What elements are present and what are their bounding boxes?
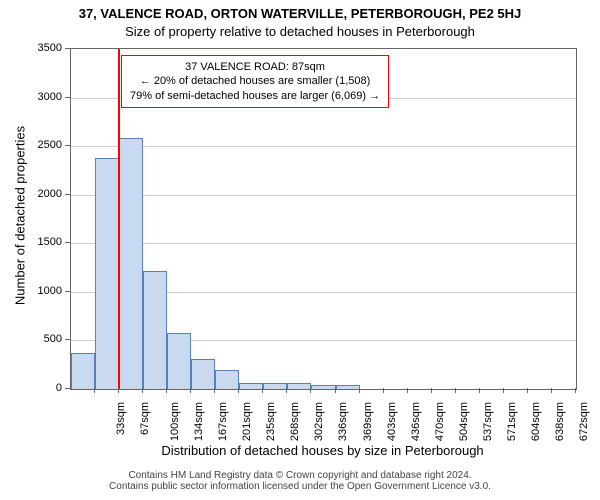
legend-line: ← 20% of detached houses are smaller (1,… — [130, 74, 380, 88]
histogram-bar — [143, 271, 167, 390]
grid-line — [71, 243, 576, 244]
xtick-mark — [359, 388, 360, 393]
ytick-mark — [65, 339, 70, 340]
x-axis-label: Distribution of detached houses by size … — [70, 443, 575, 458]
histogram-bar — [167, 333, 191, 389]
xtick-label: 504sqm — [458, 402, 470, 441]
xtick-mark — [262, 388, 263, 393]
ytick-mark — [65, 97, 70, 98]
ytick-mark — [65, 194, 70, 195]
xtick-mark — [94, 388, 95, 393]
xtick-mark — [214, 388, 215, 393]
ytick-mark — [65, 48, 70, 49]
xtick-mark — [479, 388, 480, 393]
xtick-label: 201sqm — [241, 402, 253, 441]
xtick-label: 604sqm — [530, 402, 542, 441]
xtick-mark — [503, 388, 504, 393]
xtick-label: 33sqm — [115, 402, 127, 435]
grid-line — [71, 146, 576, 147]
xtick-mark — [455, 388, 456, 393]
xtick-mark — [431, 388, 432, 393]
ytick-label: 2000 — [0, 188, 62, 200]
xtick-mark — [238, 388, 239, 393]
ytick-mark — [65, 242, 70, 243]
footer-line-1: Contains HM Land Registry data © Crown c… — [0, 470, 600, 481]
xtick-label: 235sqm — [265, 402, 277, 441]
xtick-label: 268sqm — [290, 402, 302, 441]
xtick-label: 67sqm — [139, 402, 151, 435]
histogram-bar — [95, 158, 119, 389]
xtick-label: 638sqm — [554, 402, 566, 441]
xtick-label: 571sqm — [506, 402, 518, 441]
ytick-label: 1000 — [0, 285, 62, 297]
xtick-label: 369sqm — [362, 402, 374, 441]
plot-area: 37 VALENCE ROAD: 87sqm← 20% of detached … — [70, 48, 577, 390]
histogram-bar — [239, 383, 263, 389]
ytick-label: 2500 — [0, 139, 62, 151]
ytick-mark — [65, 388, 70, 389]
histogram-bar — [191, 359, 215, 389]
histogram-bar — [119, 138, 143, 389]
legend-box: 37 VALENCE ROAD: 87sqm← 20% of detached … — [121, 55, 389, 108]
xtick-label: 436sqm — [410, 402, 422, 441]
xtick-label: 470sqm — [434, 402, 446, 441]
footer-line-2: Contains public sector information licen… — [0, 481, 600, 492]
xtick-label: 302sqm — [314, 402, 326, 441]
ytick-label: 1500 — [0, 236, 62, 248]
xtick-mark — [142, 388, 143, 393]
xtick-mark — [383, 388, 384, 393]
ytick-label: 3500 — [0, 42, 62, 54]
legend-line: 37 VALENCE ROAD: 87sqm — [130, 60, 380, 74]
xtick-label: 167sqm — [217, 402, 229, 441]
xtick-label: 134sqm — [193, 402, 205, 441]
xtick-label: 336sqm — [338, 402, 350, 441]
ytick-mark — [65, 145, 70, 146]
xtick-mark — [551, 388, 552, 393]
chart-container: { "title": { "text": "37, VALENCE ROAD, … — [0, 0, 600, 500]
ytick-label: 0 — [0, 382, 62, 394]
xtick-label: 672sqm — [578, 402, 590, 441]
histogram-bar — [336, 385, 360, 389]
ytick-mark — [65, 291, 70, 292]
xtick-mark — [190, 388, 191, 393]
xtick-label: 403sqm — [386, 402, 398, 441]
grid-line — [71, 195, 576, 196]
property-marker-line — [118, 49, 120, 389]
xtick-mark — [310, 388, 311, 393]
histogram-bar — [311, 385, 335, 389]
xtick-mark — [335, 388, 336, 393]
xtick-mark — [118, 388, 119, 393]
xtick-mark — [527, 388, 528, 393]
chart-title: 37, VALENCE ROAD, ORTON WATERVILLE, PETE… — [0, 6, 600, 21]
histogram-bar — [215, 370, 239, 389]
ytick-label: 500 — [0, 333, 62, 345]
legend-line: 79% of semi-detached houses are larger (… — [130, 89, 380, 103]
ytick-label: 3000 — [0, 91, 62, 103]
y-axis-label: Number of detached properties — [13, 66, 28, 366]
xtick-mark — [407, 388, 408, 393]
xtick-label: 537sqm — [482, 402, 494, 441]
xtick-mark — [166, 388, 167, 393]
xtick-mark — [575, 388, 576, 393]
xtick-label: 100sqm — [169, 402, 181, 441]
chart-footer: Contains HM Land Registry data © Crown c… — [0, 470, 600, 492]
histogram-bar — [263, 383, 287, 389]
histogram-bar — [287, 383, 311, 389]
xtick-mark — [286, 388, 287, 393]
chart-subtitle: Size of property relative to detached ho… — [0, 24, 600, 39]
histogram-bar — [71, 353, 95, 389]
